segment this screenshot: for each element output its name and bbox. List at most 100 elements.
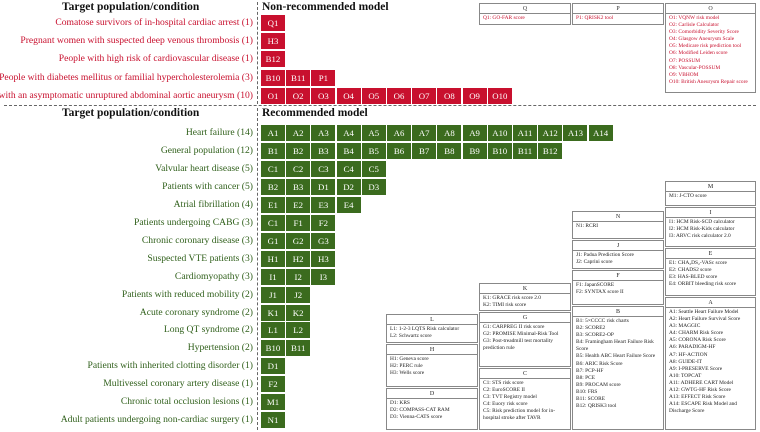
legend-item: C1: STS risk score bbox=[483, 380, 524, 386]
recommended-model-cell: C4 bbox=[336, 160, 361, 177]
recommended-row-label: Patients with reduced mobility (2) bbox=[121, 288, 253, 300]
legend-title: M bbox=[666, 182, 755, 192]
recommended-model-cell: E2 bbox=[286, 196, 311, 213]
recommended-model-cell: M1 bbox=[261, 394, 285, 411]
legend-item: O6: Modified Leiden score bbox=[669, 50, 728, 57]
recommended-model-cell: F1 bbox=[286, 214, 311, 231]
recommended-row-label: Cardiomyopathy (3) bbox=[174, 270, 253, 282]
recommended-model-cell: B10 bbox=[261, 340, 285, 357]
recommended-model-cell: C2 bbox=[286, 160, 311, 177]
recommended-row-label: General population (12) bbox=[160, 144, 253, 156]
recommended-model-cell: B12 bbox=[538, 142, 563, 159]
recommended-model-cell: I3 bbox=[311, 268, 336, 285]
legend-item: B8: PCE bbox=[576, 374, 596, 381]
legend-item: O4: Glasgow Aneurysm Scale bbox=[669, 36, 735, 43]
recommended-model-cell: B6 bbox=[387, 142, 411, 159]
column-divider-top bbox=[257, 2, 258, 104]
recommended-model-cell: K1 bbox=[261, 304, 285, 321]
legend-title: P bbox=[573, 4, 663, 14]
nonrecommended-model-cell: O3 bbox=[311, 87, 336, 104]
legend-title: E bbox=[666, 249, 755, 259]
legend-item: B3: SCORE2-OP bbox=[576, 332, 614, 339]
recommended-model-cell: A14 bbox=[588, 125, 613, 141]
recommended-row-label: Patients with inherited clotting disorde… bbox=[87, 360, 253, 372]
nonrecommended-model-cell: O7 bbox=[412, 87, 437, 104]
legend-item: O3: Comorbidity Severity Score bbox=[669, 29, 739, 36]
legend-item: C5: Risk prediction model for in-hospita… bbox=[483, 408, 556, 422]
legend-item: E2: CHADS2 score bbox=[669, 267, 712, 274]
recommended-model-cell: A10 bbox=[487, 125, 512, 141]
legend-item: D2: COMPASS-CAT RAM bbox=[390, 407, 450, 414]
legend-item: A11: ADHERE CART Model bbox=[669, 379, 734, 386]
legend-box-f: F F1: JapanSCORE F2: SYNTAX score II bbox=[572, 270, 664, 305]
legend-item: A4: CHARM Risk Score bbox=[669, 330, 724, 337]
legend-box-k: K K1: GRACE risk score 2.0 K2: TIMI risk s… bbox=[479, 283, 571, 311]
legend-item: C3: TVT Registry model bbox=[483, 394, 537, 401]
recommended-model-cell: B1 bbox=[261, 142, 285, 159]
recommended-model-cell: B2 bbox=[286, 142, 311, 159]
legend-item: A10: TOPCAT bbox=[669, 372, 702, 379]
header-target-bottom: Target population/condition bbox=[62, 107, 200, 119]
nonrecommended-model-cell: B11 bbox=[286, 69, 311, 86]
legend-box-e: E E1: CHA₂DS₂-VASc score E2: CHADS2 score E… bbox=[665, 248, 756, 296]
legend-box-l: L L1: 1-2-3 LQTS Risk calculator L2: Schwa… bbox=[386, 314, 478, 343]
legend-item: B5: Health ABC Heart Failure Score bbox=[576, 353, 656, 360]
recommended-model-cell: C1 bbox=[261, 160, 285, 177]
recommended-model-cell: G3 bbox=[311, 232, 336, 249]
legend-box-h: H H1: Geneva score H2: PERC rule H3: Wells … bbox=[386, 344, 478, 387]
recommended-row-label: Atrial fibrillation (4) bbox=[173, 198, 253, 210]
recommended-model-cell: A5 bbox=[361, 125, 386, 141]
legend-title: F bbox=[573, 271, 663, 281]
legend-item: D1: KRS bbox=[390, 400, 410, 406]
legend-title: A bbox=[666, 298, 755, 308]
recommended-row-label: Patients with cancer (5) bbox=[162, 180, 253, 192]
legend-item: O9: VBHOM bbox=[669, 71, 699, 78]
legend-item: A7: HF-ACTION bbox=[669, 351, 708, 358]
legend-title: I bbox=[666, 208, 755, 218]
legend-item: B10: FRS bbox=[576, 388, 598, 395]
recommended-model-cell: F2 bbox=[261, 376, 285, 393]
legend-item: I1: HCM Risk-SCD calculator bbox=[669, 219, 735, 225]
recommended-model-cell: A9 bbox=[462, 125, 487, 141]
legend-item: A3: MAGGIC bbox=[669, 323, 701, 330]
legend-item: L1: 1-2-3 LQTS Risk calculator bbox=[390, 326, 460, 332]
legend-title: C bbox=[480, 369, 570, 379]
nonrecommended-row-label: People with an asymptomatic unruptured a… bbox=[0, 89, 253, 101]
legend-item: F2: SYNTAX score II bbox=[576, 289, 624, 296]
legend-item: B12: QRISK3 tool bbox=[576, 403, 617, 410]
recommended-row-label: Hypertension (2) bbox=[187, 342, 253, 354]
legend-box-d: D D1: KRS D2: COMPASS-CAT RAM D3: Vienna-CA… bbox=[386, 388, 478, 430]
nonrecommended-model-cell: P1 bbox=[311, 69, 336, 86]
legend-item: B4: Framingham Heart Failure Risk Score bbox=[576, 339, 654, 353]
nonrecommended-model-cell: O4 bbox=[336, 87, 361, 104]
legend-title: Q bbox=[480, 4, 570, 14]
legend-box-i: I I1: HCM Risk-SCD calculator I2: HCM Risk… bbox=[665, 207, 756, 247]
legend-item: O10: British Aneurysm Repair score bbox=[669, 78, 748, 85]
recommended-model-cell: A13 bbox=[563, 125, 588, 141]
legend-item: P1: QRISK2 tool bbox=[576, 15, 614, 21]
recommended-row-label: Chronic coronary disease (3) bbox=[141, 234, 253, 246]
legend-item: G1: CARPREG II risk score bbox=[483, 324, 545, 330]
section-divider bbox=[4, 105, 756, 106]
recommended-model-cell: F2 bbox=[311, 214, 336, 231]
recommended-model-cell: E1 bbox=[261, 196, 285, 213]
recommended-row-label: Suspected VTE patients (3) bbox=[147, 252, 253, 264]
recommended-model-cell: B2 bbox=[261, 178, 285, 195]
recommended-model-cell: G1 bbox=[261, 232, 285, 249]
header-nonrecommended: Non-recommended model bbox=[262, 1, 389, 13]
recommended-model-cell: E3 bbox=[311, 196, 336, 213]
recommended-model-cell: H3 bbox=[311, 250, 336, 267]
legend-item: J1: Padua Prediction Score bbox=[576, 252, 634, 258]
recommended-model-cell: A3 bbox=[311, 125, 336, 141]
legend-item: O2: Carlisle Calculator bbox=[669, 22, 720, 29]
recommended-row-label: Adult patients undergoing non-cardiac su… bbox=[60, 414, 253, 426]
legend-item: C2: EuroSCORE II bbox=[483, 387, 525, 394]
recommended-model-cell: A2 bbox=[286, 125, 311, 141]
legend-item: B11: SCORE bbox=[576, 396, 606, 403]
legend-item: A1: Seattle Heart Failure Model bbox=[669, 309, 739, 315]
legend-item: C4: Euory risk score bbox=[483, 401, 528, 408]
legend-item: Q1: GO-FAR score bbox=[483, 15, 525, 21]
recommended-model-cell: B9 bbox=[462, 142, 487, 159]
recommended-model-cell: B7 bbox=[412, 142, 437, 159]
recommended-model-cell: L2 bbox=[286, 322, 311, 339]
